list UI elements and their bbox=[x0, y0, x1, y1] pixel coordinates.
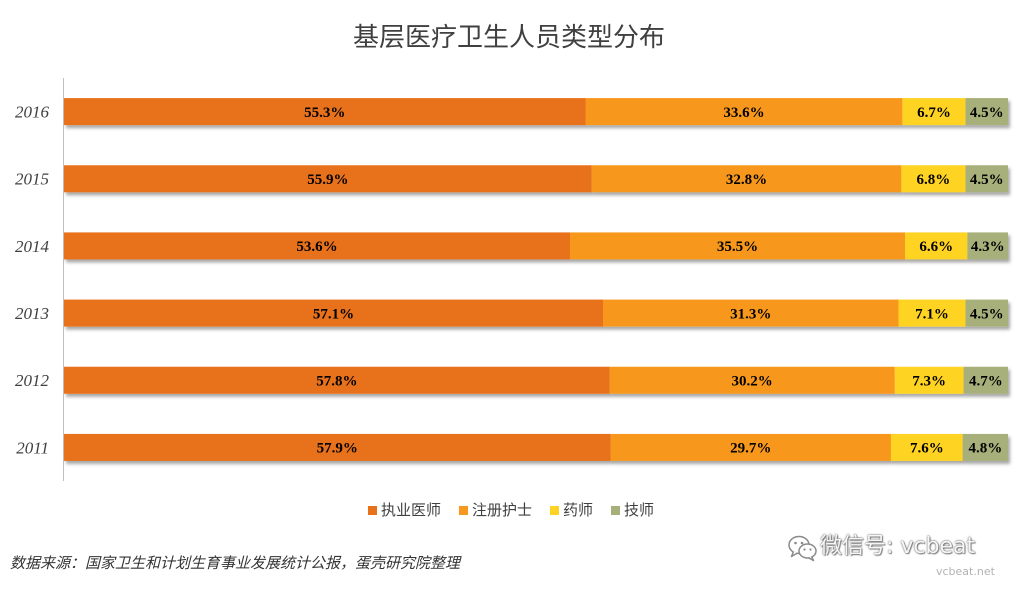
bar-row-2012 bbox=[64, 366, 1008, 394]
data-label-2011-s0: 57.9% bbox=[317, 441, 358, 457]
bar-row-2011 bbox=[64, 433, 1008, 461]
data-label-2014-s2: 6.6% bbox=[919, 239, 953, 255]
bar-segment-2011-s3 bbox=[962, 433, 1008, 461]
bar-segment-2013-s2 bbox=[898, 299, 966, 327]
bar-segment-2016-s1 bbox=[585, 98, 903, 126]
data-label-2014-s1: 35.5% bbox=[717, 239, 758, 255]
legend-label: 注册护士 bbox=[472, 501, 533, 519]
bar-segment-2012-s3 bbox=[963, 366, 1008, 394]
bar-segment-2011-s1 bbox=[610, 433, 891, 461]
data-label-2014-s0: 53.6% bbox=[296, 239, 337, 255]
data-label-2013-s3: 4.5% bbox=[970, 306, 1004, 322]
data-label-2016-s0: 55.3% bbox=[304, 105, 345, 121]
data-label-2013-s0: 57.1% bbox=[313, 306, 354, 322]
bar-row-2013 bbox=[64, 299, 1008, 327]
data-label-2012-s2: 7.3% bbox=[912, 374, 946, 390]
data-label-2012-s1: 30.2% bbox=[732, 374, 773, 390]
data-label-2012-s0: 57.8% bbox=[316, 374, 357, 390]
category-label-2013: 2013 bbox=[15, 304, 49, 323]
bar-row-2015 bbox=[64, 165, 1008, 193]
bar-row-2016 bbox=[64, 98, 1008, 126]
bar-segment-2011-s2 bbox=[890, 433, 963, 461]
legend-item: 注册护士 bbox=[459, 500, 532, 520]
bar-row-2014 bbox=[64, 232, 1008, 260]
legend-item: 技师 bbox=[611, 500, 654, 520]
bar-segment-2012-s1 bbox=[609, 366, 895, 394]
bar-segment-2013-s3 bbox=[965, 299, 1008, 327]
bar-segment-2016-s3 bbox=[965, 98, 1008, 126]
bar-segment-2012-s2 bbox=[894, 366, 964, 394]
bar-segment-2014-s1 bbox=[569, 232, 906, 260]
bar-segment-2014-s3 bbox=[967, 232, 1008, 260]
data-label-2012-s3: 4.7% bbox=[969, 374, 1003, 390]
bar-segment-2014-s0 bbox=[64, 232, 570, 260]
data-label-2015-s3: 4.5% bbox=[970, 172, 1004, 188]
category-label-2012: 2012 bbox=[15, 371, 50, 390]
bar-segment-2014-s2 bbox=[905, 232, 968, 260]
legend-item: 执业医师 bbox=[368, 500, 441, 520]
bar-segment-2016-s0 bbox=[64, 98, 586, 126]
data-label-2011-s1: 29.7% bbox=[730, 441, 771, 457]
data-label-2011-s2: 7.6% bbox=[910, 441, 944, 457]
legend: 执业医师 注册护士 药师 技师 bbox=[368, 500, 654, 520]
bar-segment-2016-s2 bbox=[902, 98, 966, 126]
data-label-2011-s3: 4.8% bbox=[968, 441, 1002, 457]
watermark-wechat-id: 微信号: vcbeat bbox=[820, 534, 976, 559]
source-note: 数据来源：国家卫生和计划生育事业发展统计公报，蛋壳研究院整理 bbox=[10, 554, 461, 572]
data-label-2015-s0: 55.9% bbox=[307, 172, 348, 188]
legend-item: 药师 bbox=[550, 500, 593, 520]
data-label-2015-s1: 32.8% bbox=[726, 172, 767, 188]
legend-label: 药师 bbox=[563, 501, 594, 519]
bar-segment-2015-s3 bbox=[965, 165, 1008, 193]
watermark-site: vcbeat.net bbox=[936, 565, 995, 578]
chart-title: 基层医疗卫生人员类型分布 bbox=[352, 23, 665, 53]
category-label-2011: 2011 bbox=[16, 438, 49, 457]
legend-swatch bbox=[368, 505, 377, 515]
category-label-2015: 2015 bbox=[15, 170, 49, 189]
legend-swatch bbox=[611, 505, 621, 515]
data-label-2016-s3: 4.5% bbox=[970, 105, 1004, 121]
bar-segment-2012-s0 bbox=[64, 366, 610, 394]
legend-swatch bbox=[459, 505, 469, 515]
category-label-2014: 2014 bbox=[15, 237, 50, 256]
data-label-2016-s2: 6.7% bbox=[917, 105, 951, 121]
data-label-2014-s3: 4.3% bbox=[971, 239, 1005, 255]
legend-label: 执业医师 bbox=[381, 501, 442, 519]
bar-segment-2015-s0 bbox=[64, 165, 592, 193]
data-label-2013-s2: 7.1% bbox=[915, 306, 949, 322]
data-label-2015-s2: 6.8% bbox=[917, 172, 951, 188]
category-label-2016: 2016 bbox=[15, 103, 50, 122]
bar-segment-2015-s2 bbox=[901, 165, 966, 193]
bar-segment-2013-s1 bbox=[603, 299, 899, 327]
legend-label: 技师 bbox=[624, 501, 655, 519]
wechat-icon bbox=[788, 535, 817, 562]
bar-segment-2011-s0 bbox=[64, 433, 611, 461]
data-label-2013-s1: 31.3% bbox=[730, 306, 771, 322]
legend-swatch bbox=[550, 505, 560, 515]
data-label-2016-s1: 33.6% bbox=[723, 105, 764, 121]
bar-segment-2013-s0 bbox=[64, 299, 604, 327]
bar-segment-2015-s1 bbox=[591, 165, 902, 193]
watermark: 微信号: vcbeat vcbeat.net bbox=[788, 532, 1008, 584]
